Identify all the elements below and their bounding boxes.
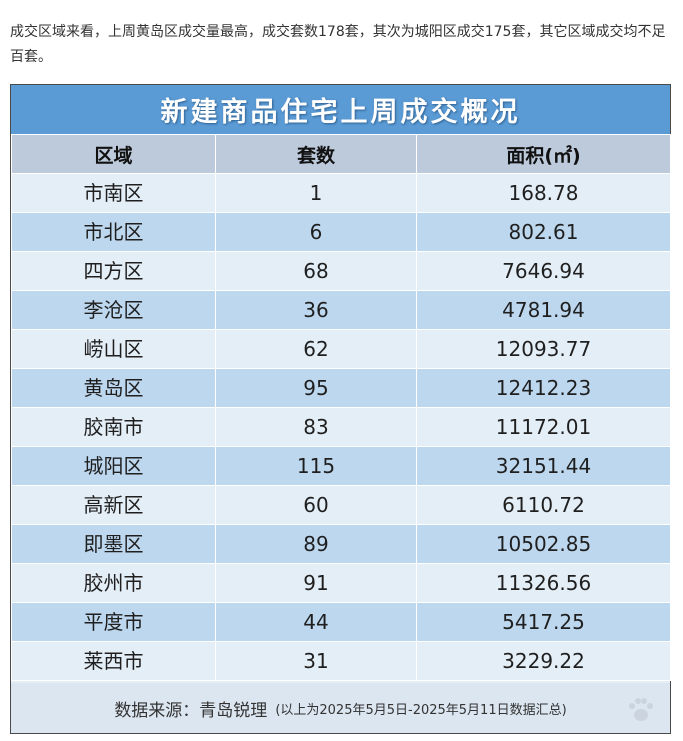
table-title: 新建商品住宅上周成交概况	[160, 97, 521, 128]
cell-area: 5417.25	[416, 602, 671, 642]
table-row: 胶州市 91 11326.56	[11, 563, 671, 603]
cell-units: 60	[215, 485, 417, 525]
cell-area: 12412.23	[416, 368, 671, 408]
table-row: 即墨区 89 10502.85	[11, 524, 671, 564]
table-row: 四方区 68 7646.94	[11, 251, 671, 291]
cell-area: 11172.01	[416, 407, 671, 447]
cell-area: 802.61	[416, 212, 671, 252]
cell-district: 市南区	[11, 173, 216, 213]
header-district: 区域	[11, 134, 216, 174]
cell-district: 四方区	[11, 251, 216, 291]
cell-district: 李沧区	[11, 290, 216, 330]
deal-summary-table-card: 新建商品住宅上周成交概况 区域 套数 面积(㎡) 市南区 1 168.78 市北…	[10, 84, 671, 734]
table-title-bar: 新建商品住宅上周成交概况	[11, 85, 670, 134]
cell-area: 168.78	[416, 173, 671, 213]
source-date-note: (以上为2025年5月5日-2025年5月11日数据汇总)	[275, 702, 567, 718]
cell-area: 10502.85	[416, 524, 671, 564]
header-units: 套数	[215, 134, 417, 174]
cell-units: 36	[215, 290, 417, 330]
cell-units: 95	[215, 368, 417, 408]
cell-district: 即墨区	[11, 524, 216, 564]
cell-units: 91	[215, 563, 417, 603]
source-label: 数据来源：青岛锐理	[114, 700, 268, 721]
cell-area: 4781.94	[416, 290, 671, 330]
paw-icon	[629, 698, 653, 721]
cell-district: 市北区	[11, 212, 216, 252]
table-row: 平度市 44 5417.25	[11, 602, 671, 642]
cell-units: 31	[215, 641, 417, 681]
table-row: 胶南市 83 11172.01	[11, 407, 671, 447]
cell-area: 3229.22	[416, 641, 671, 681]
cell-units: 115	[215, 446, 417, 486]
cell-units: 68	[215, 251, 417, 291]
deal-summary-table: 区域 套数 面积(㎡) 市南区 1 168.78 市北区 6 802.61 四方…	[11, 134, 671, 681]
intro-paragraph: 成交区域来看，上周黄岛区成交量最高，成交套数178套，其次为城阳区成交175套，…	[10, 24, 666, 65]
header-area: 面积(㎡)	[416, 134, 671, 174]
cell-area: 6110.72	[416, 485, 671, 525]
table-row: 高新区 60 6110.72	[11, 485, 671, 525]
cell-district: 高新区	[11, 485, 216, 525]
cell-area: 11326.56	[416, 563, 671, 603]
cell-district: 崂山区	[11, 329, 216, 369]
cell-units: 62	[215, 329, 417, 369]
cell-district: 平度市	[11, 602, 216, 642]
cell-units: 83	[215, 407, 417, 447]
table-row: 市北区 6 802.61	[11, 212, 671, 252]
table-row: 城阳区 115 32151.44	[11, 446, 671, 486]
cell-area: 7646.94	[416, 251, 671, 291]
table-header-row: 区域 套数 面积(㎡)	[11, 134, 671, 174]
cell-units: 1	[215, 173, 417, 213]
table-row: 黄岛区 95 12412.23	[11, 368, 671, 408]
table-row: 李沧区 36 4781.94	[11, 290, 671, 330]
cell-area: 32151.44	[416, 446, 671, 486]
cell-units: 89	[215, 524, 417, 564]
cell-units: 6	[215, 212, 417, 252]
cell-district: 城阳区	[11, 446, 216, 486]
cell-district: 莱西市	[11, 641, 216, 681]
cell-district: 胶南市	[11, 407, 216, 447]
data-source-footer: 数据来源：青岛锐理 (以上为2025年5月5日-2025年5月11日数据汇总)	[11, 683, 670, 733]
table-row: 莱西市 31 3229.22	[11, 641, 671, 681]
cell-district: 黄岛区	[11, 368, 216, 408]
table-row: 崂山区 62 12093.77	[11, 329, 671, 369]
cell-area: 12093.77	[416, 329, 671, 369]
cell-units: 44	[215, 602, 417, 642]
table-row: 市南区 1 168.78	[11, 173, 671, 213]
cell-district: 胶州市	[11, 563, 216, 603]
